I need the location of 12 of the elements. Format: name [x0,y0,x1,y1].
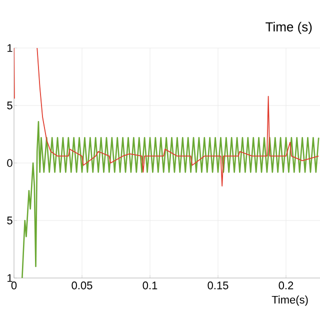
text: 5 [7,102,12,110]
x-tick-label: 0.2 [278,282,294,290]
text: 0 [7,159,12,167]
x-tick-label: 0.15 [208,282,228,290]
x-tick-label: 0 [11,282,17,290]
text: Time (s) [266,22,312,34]
x-axis-title: Time(s) [272,296,308,306]
x-tick-label: 0.05 [72,282,92,290]
text: 1 [8,44,12,52]
text: 1 [8,274,12,282]
x-tick-label: 0.1 [142,282,158,290]
text: 5 [7,216,12,224]
